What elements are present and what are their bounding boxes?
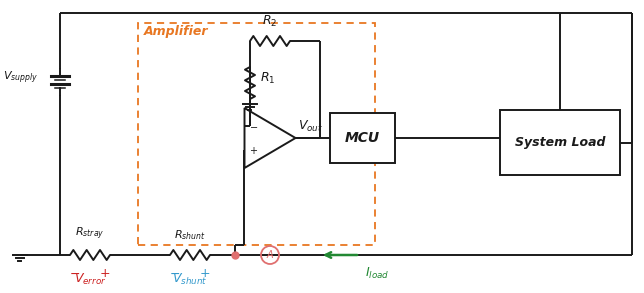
Text: $+$: $+$ (200, 267, 211, 280)
Text: $I_{load}$: $I_{load}$ (365, 266, 390, 281)
Text: Amplifier: Amplifier (144, 25, 209, 38)
Text: $R_2$: $R_2$ (262, 14, 278, 29)
Text: $+$: $+$ (249, 144, 258, 156)
Bar (500, 110, 620, 175)
Text: $-$: $-$ (169, 267, 180, 280)
Text: A: A (267, 250, 273, 260)
Text: $V_{shunt}$: $V_{shunt}$ (173, 272, 208, 287)
Text: $R_{shunt}$: $R_{shunt}$ (174, 228, 206, 242)
Text: $-$: $-$ (249, 121, 259, 131)
Text: $R_1$: $R_1$ (260, 70, 276, 86)
Text: $+$: $+$ (99, 267, 111, 280)
Text: $V_{out}$: $V_{out}$ (299, 119, 324, 134)
Text: $V_{error}$: $V_{error}$ (73, 272, 106, 287)
Text: $R_{stray}$: $R_{stray}$ (75, 226, 105, 242)
Text: $V_{supply}$: $V_{supply}$ (3, 70, 38, 86)
Bar (138, 23, 375, 245)
Text: System Load: System Load (515, 136, 605, 149)
Text: $-$: $-$ (70, 267, 80, 280)
Text: MCU: MCU (345, 131, 380, 145)
Bar (330, 113, 395, 163)
